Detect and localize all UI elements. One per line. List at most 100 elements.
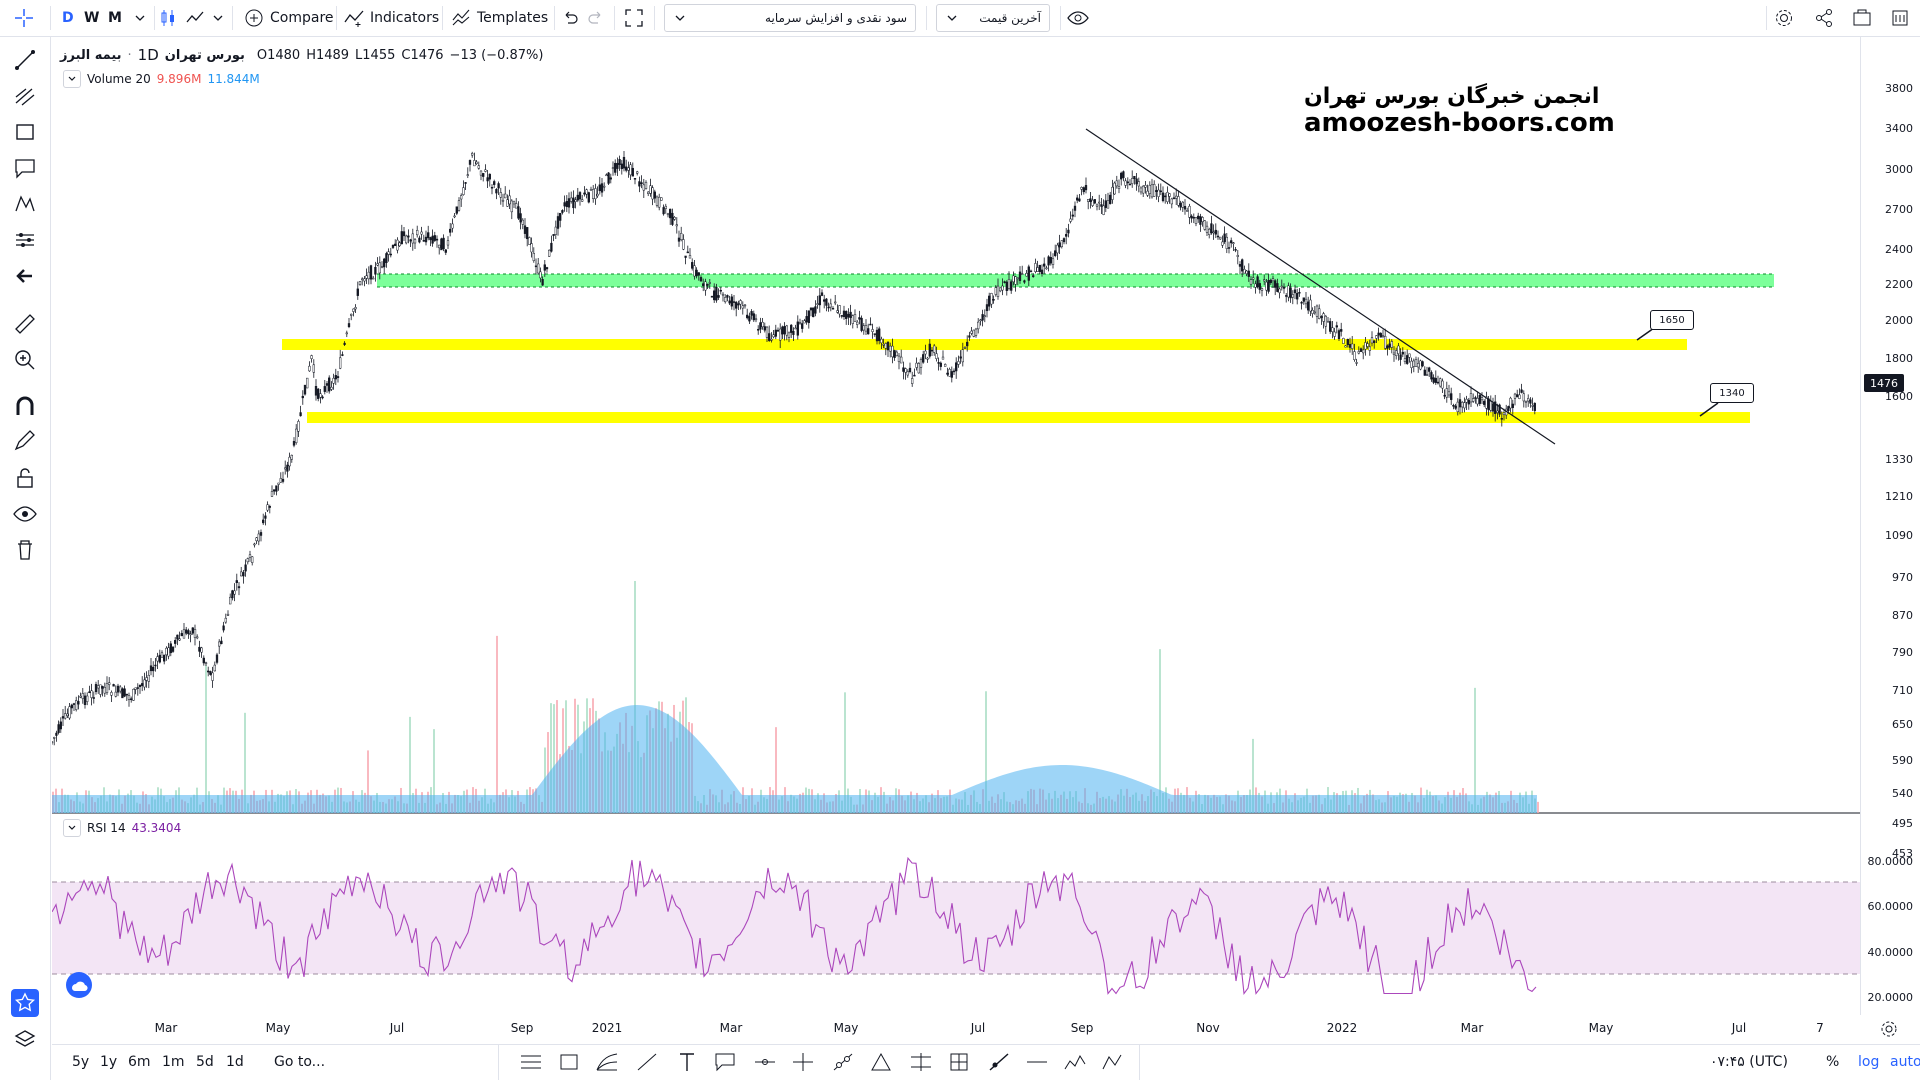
- cross-line-icon[interactable]: [790, 1050, 816, 1074]
- resistance-zone-green[interactable]: [377, 274, 1774, 287]
- interval-month-button[interactable]: M: [108, 10, 122, 26]
- ohlc-change: −13 (−0.87%): [449, 47, 544, 63]
- elliott-wave-icon[interactable]: [1062, 1050, 1088, 1074]
- clock-label[interactable]: ۰۷:۴۵ (UTC): [1710, 1054, 1788, 1070]
- trend-line-icon[interactable]: [12, 47, 38, 73]
- chevron-down-icon: [945, 11, 959, 28]
- interval-label[interactable]: 1D: [137, 46, 159, 64]
- rectangle-icon[interactable]: [12, 119, 38, 145]
- log-toggle[interactable]: log: [1858, 1054, 1880, 1070]
- horizontal-ray-icon[interactable]: [752, 1050, 778, 1074]
- redo-icon[interactable]: [584, 6, 608, 30]
- symbol-name[interactable]: بیمه البرز: [60, 47, 122, 63]
- eye-icon[interactable]: [1066, 6, 1090, 30]
- parallel-channel-icon[interactable]: [908, 1050, 934, 1074]
- layers-icon[interactable]: [12, 1027, 38, 1053]
- separator: [1766, 6, 1767, 30]
- exchange-name: بورس تهران: [164, 47, 245, 63]
- fullscreen-icon[interactable]: [622, 6, 646, 30]
- price-chart[interactable]: [52, 37, 1860, 1015]
- pitchfork-icon[interactable]: [12, 83, 38, 109]
- rsi-band: [52, 882, 1860, 974]
- abcd-pattern-icon[interactable]: [1100, 1050, 1126, 1074]
- price-axis-label: 590: [1892, 754, 1913, 767]
- unlock-icon[interactable]: [12, 465, 38, 491]
- horizontal-segment-icon[interactable]: [1024, 1050, 1050, 1074]
- compare-plus-icon[interactable]: [242, 6, 266, 30]
- percent-toggle[interactable]: %: [1826, 1054, 1840, 1070]
- magnet-icon[interactable]: [12, 393, 38, 419]
- range-6m-button[interactable]: 6m: [128, 1054, 151, 1070]
- interval-day-button[interactable]: D: [62, 10, 74, 26]
- range-5d-button[interactable]: 5d: [196, 1054, 214, 1070]
- gear-icon[interactable]: [1878, 1018, 1900, 1040]
- rectangle-icon[interactable]: [556, 1050, 582, 1074]
- indicators-icon[interactable]: [342, 6, 366, 30]
- auto-toggle[interactable]: auto: [1890, 1054, 1920, 1070]
- volume-collapse-button[interactable]: [63, 70, 81, 88]
- indicators-button[interactable]: Indicators: [370, 10, 440, 26]
- callout-1650[interactable]: 1650: [1650, 310, 1694, 330]
- share-icon[interactable]: [1812, 6, 1836, 30]
- measure-icon[interactable]: [12, 227, 38, 253]
- price-axis-label: 453: [1892, 847, 1913, 860]
- range-1d-button[interactable]: 1d: [226, 1054, 244, 1070]
- trend-line-icon[interactable]: [634, 1050, 660, 1074]
- trash-icon[interactable]: [12, 537, 38, 563]
- callout-1340[interactable]: 1340: [1710, 383, 1754, 403]
- price-axis-label: 2200: [1885, 278, 1913, 291]
- chevron-down-icon[interactable]: [128, 6, 152, 30]
- time-axis-label: May: [833, 1021, 859, 1035]
- line-chart-icon[interactable]: [184, 6, 208, 30]
- goto-button[interactable]: Go to...: [274, 1054, 326, 1070]
- price-type-select[interactable]: آخرین قیمت: [936, 4, 1050, 32]
- fib-fan-icon[interactable]: [594, 1050, 620, 1074]
- star-icon[interactable]: [11, 989, 39, 1017]
- price-type-select-value: آخرین قیمت: [979, 11, 1041, 25]
- eye-icon[interactable]: [12, 501, 38, 527]
- rsi-axis-label: 20.0000: [1867, 991, 1914, 1004]
- tradingview-logo[interactable]: [66, 972, 92, 998]
- trash-icon[interactable]: [1888, 6, 1912, 30]
- arrow-left-icon[interactable]: [12, 263, 38, 289]
- undo-icon[interactable]: [558, 6, 582, 30]
- support-zone-1340[interactable]: [307, 412, 1750, 423]
- pencil-lock-icon[interactable]: [12, 429, 38, 455]
- date-range-icon[interactable]: [946, 1050, 972, 1074]
- brush-icon[interactable]: [986, 1050, 1012, 1074]
- zoom-in-icon[interactable]: [12, 347, 38, 373]
- rsi-collapse-button[interactable]: [63, 819, 81, 837]
- templates-icon[interactable]: [450, 6, 474, 30]
- horizontal-lines-icon[interactable]: [518, 1050, 544, 1074]
- chevron-down-icon[interactable]: [206, 6, 230, 30]
- crosshair-icon[interactable]: [12, 6, 36, 30]
- ruler-icon[interactable]: [12, 311, 38, 337]
- candles-icon[interactable]: [156, 6, 180, 30]
- interval-week-button[interactable]: W: [84, 10, 100, 26]
- time-axis-label: May: [265, 1021, 291, 1035]
- callout-icon[interactable]: [712, 1050, 738, 1074]
- price-axis[interactable]: 3800 3400 3000 2700 2400 2200 2000 1800 1600 1330…: [1860, 37, 1920, 1015]
- separator: [50, 6, 51, 30]
- ray-icon[interactable]: [830, 1050, 856, 1074]
- snapshot-icon[interactable]: [1850, 6, 1874, 30]
- separator: [614, 6, 615, 30]
- support-zone-1650[interactable]: [282, 339, 1687, 350]
- compare-button[interactable]: Compare: [270, 10, 334, 26]
- dividend-select[interactable]: سود نقدی و افزایش سرمایه: [664, 4, 916, 32]
- templates-button[interactable]: Templates: [477, 10, 549, 26]
- text-icon[interactable]: [674, 1050, 700, 1074]
- callout-1340-pointer: [1699, 402, 1719, 417]
- range-5y-button[interactable]: 5y: [72, 1054, 90, 1070]
- callout-icon[interactable]: [12, 155, 38, 181]
- drawing-toolbar: [0, 37, 51, 1080]
- separator: [554, 6, 555, 30]
- range-1y-button[interactable]: 1y: [100, 1054, 118, 1070]
- ohlc-low: L1455: [355, 47, 396, 63]
- pattern-icon[interactable]: [12, 191, 38, 217]
- triangle-icon[interactable]: [868, 1050, 894, 1074]
- downtrend-line[interactable]: [1085, 128, 1556, 445]
- time-axis-label: Sep: [510, 1021, 534, 1035]
- range-1m-button[interactable]: 1m: [162, 1054, 185, 1070]
- gear-icon[interactable]: [1772, 6, 1796, 30]
